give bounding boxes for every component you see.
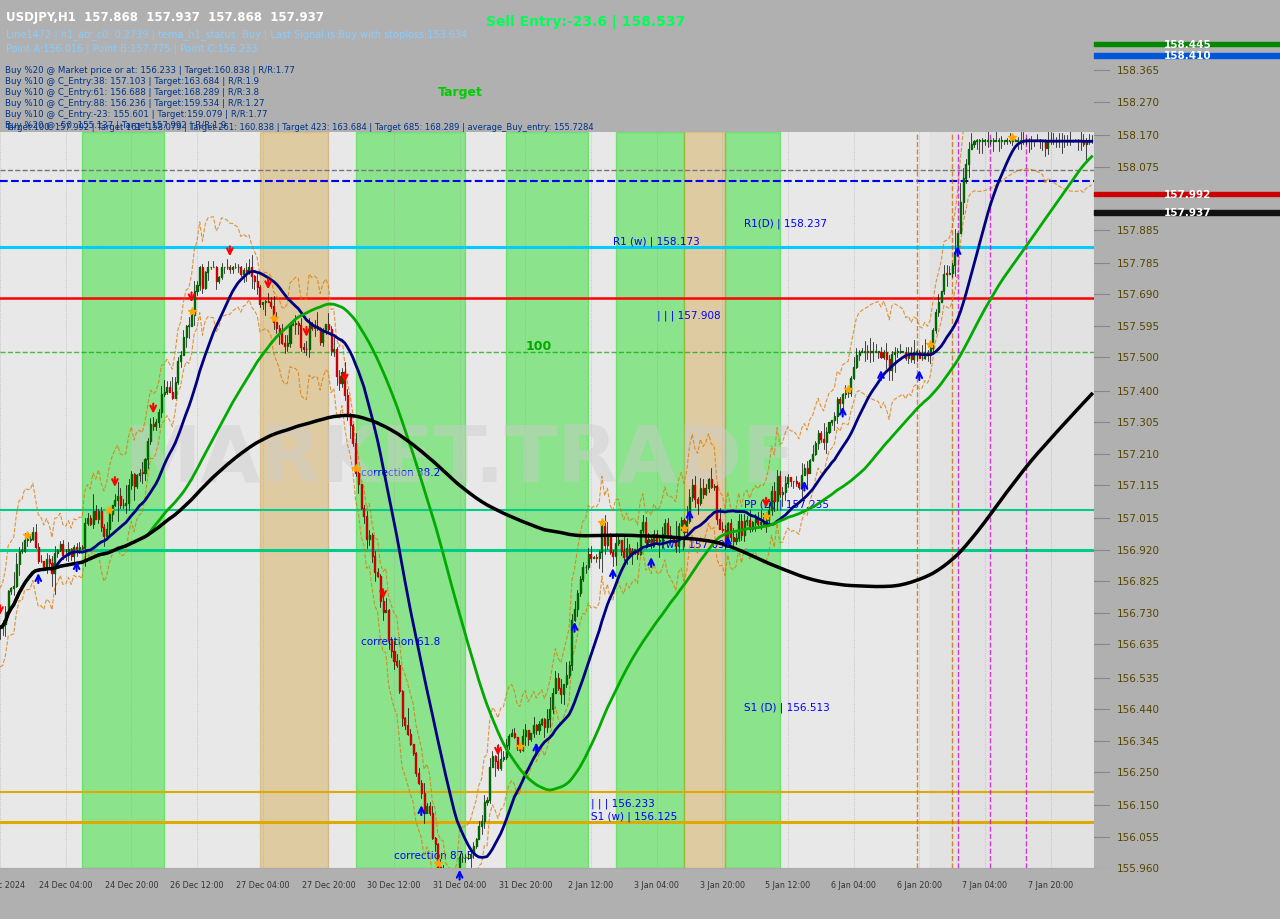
Text: 26 Dec 12:00: 26 Dec 12:00 xyxy=(170,880,224,889)
Text: 158.365: 158.365 xyxy=(1116,66,1160,76)
Text: 31 Dec 20:00: 31 Dec 20:00 xyxy=(499,880,552,889)
Text: 2 Jan 12:00: 2 Jan 12:00 xyxy=(568,880,613,889)
Bar xyxy=(724,133,780,868)
Text: 157.690: 157.690 xyxy=(1116,290,1160,300)
Text: Buy %10 @ C_Entry:-23: 155.601 | Target:159.079 | R/R:1.77: Buy %10 @ C_Entry:-23: 155.601 | Target:… xyxy=(5,109,268,119)
Text: 157.210: 157.210 xyxy=(1116,449,1160,460)
Text: 156.250: 156.250 xyxy=(1116,767,1160,777)
Text: 156.055: 156.055 xyxy=(1116,832,1160,842)
Text: Buy %20 @ -50: 155.137 | Target:157.992 | R/R:1.9: Buy %20 @ -50: 155.137 | Target:157.992 … xyxy=(5,120,227,130)
Text: Buy %10 @ C_Entry:38: 157.103 | Target:163.684 | R/R:1.9: Buy %10 @ C_Entry:38: 157.103 | Target:1… xyxy=(5,76,260,85)
Text: USDJPY,H1  157.868  157.937  157.868  157.937: USDJPY,H1 157.868 157.937 157.868 157.93… xyxy=(6,11,324,24)
Text: correction 61.8: correction 61.8 xyxy=(361,636,440,646)
Text: 158.075: 158.075 xyxy=(1116,163,1160,173)
Text: 157.115: 157.115 xyxy=(1116,481,1160,491)
Text: 156.150: 156.150 xyxy=(1116,800,1160,811)
Text: 158.270: 158.270 xyxy=(1116,97,1160,108)
Text: 156.920: 156.920 xyxy=(1116,545,1160,555)
Bar xyxy=(684,133,724,868)
Text: 157.015: 157.015 xyxy=(1116,514,1160,524)
Text: Point A:156.016 | Point B:157.775 | Point C:156.233: Point A:156.016 | Point B:157.775 | Poin… xyxy=(6,43,257,53)
Bar xyxy=(260,133,329,868)
Text: 156.635: 156.635 xyxy=(1116,640,1160,650)
Text: R1(D) | 158.237: R1(D) | 158.237 xyxy=(744,218,827,229)
Text: PP (D) | 157.235: PP (D) | 157.235 xyxy=(744,499,829,509)
Text: Target: Target xyxy=(438,86,483,99)
Text: 24 Dec 04:00: 24 Dec 04:00 xyxy=(38,880,92,889)
Text: | | | 157.908: | | | 157.908 xyxy=(657,310,721,321)
Text: 156.730: 156.730 xyxy=(1116,608,1160,618)
Text: 155.960: 155.960 xyxy=(1116,864,1160,873)
Text: Buy %20 @ Market price or at: 156.233 | Target:160.838 | R/R:1.77: Buy %20 @ Market price or at: 156.233 | … xyxy=(5,65,296,74)
Text: correction 87.5: correction 87.5 xyxy=(394,850,474,860)
Text: Target:100: 157.992 | Target 161: 158.079 | Target 261: 160.838 | Target 423: 16: Target:100: 157.992 | Target 161: 158.07… xyxy=(5,123,594,131)
Text: 30 Dec 12:00: 30 Dec 12:00 xyxy=(367,880,421,889)
Text: Buy %10 @ C_Entry:88: 156.236 | Target:159.534 | R/R:1.27: Buy %10 @ C_Entry:88: 156.236 | Target:1… xyxy=(5,98,265,108)
Text: 156.345: 156.345 xyxy=(1116,736,1160,746)
Text: 156.440: 156.440 xyxy=(1116,704,1160,714)
Text: Buy %10 @ C_Entry:61: 156.688 | Target:168.289 | R/R:3.8: Buy %10 @ C_Entry:61: 156.688 | Target:1… xyxy=(5,87,260,96)
Text: 3 Jan 04:00: 3 Jan 04:00 xyxy=(634,880,680,889)
Text: 157.937: 157.937 xyxy=(1164,208,1211,218)
Text: R1 (w) | 158.173: R1 (w) | 158.173 xyxy=(613,236,700,246)
Text: 157.400: 157.400 xyxy=(1116,386,1160,396)
Text: PP (w) | 157.095: PP (w) | 157.095 xyxy=(645,539,731,550)
Bar xyxy=(616,133,684,868)
Text: 157.785: 157.785 xyxy=(1116,258,1160,268)
Text: S1 (w) | 156.125: S1 (w) | 156.125 xyxy=(591,811,677,822)
Text: 27 Dec 04:00: 27 Dec 04:00 xyxy=(236,880,289,889)
Text: 6 Jan 20:00: 6 Jan 20:00 xyxy=(897,880,942,889)
Text: Line1472 | h1_atr_c0: 0.2739 | tema_h1_status: Buy | Last Signal is:Buy with sto: Line1472 | h1_atr_c0: 0.2739 | tema_h1_s… xyxy=(6,28,467,40)
Text: 6 Jan 04:00: 6 Jan 04:00 xyxy=(831,880,876,889)
Text: 156.825: 156.825 xyxy=(1116,577,1160,586)
Text: S1 (D) | 156.513: S1 (D) | 156.513 xyxy=(744,702,829,712)
Text: 3 Jan 20:00: 3 Jan 20:00 xyxy=(700,880,745,889)
Text: 5 Jan 12:00: 5 Jan 12:00 xyxy=(765,880,810,889)
Text: 158.445: 158.445 xyxy=(1164,40,1211,50)
Text: 24 Dec 20:00: 24 Dec 20:00 xyxy=(105,880,157,889)
Text: 100: 100 xyxy=(525,339,552,352)
Bar xyxy=(1094,193,1280,197)
Text: 157.500: 157.500 xyxy=(1116,353,1160,363)
Text: 23 Dec 2024: 23 Dec 2024 xyxy=(0,880,26,889)
Text: 157.992: 157.992 xyxy=(1164,190,1211,200)
Text: Sell Entry:-23.6 | 158.537: Sell Entry:-23.6 | 158.537 xyxy=(486,15,686,28)
Text: MARKET.TRADE: MARKET.TRADE xyxy=(124,421,796,497)
Bar xyxy=(931,133,1094,868)
Bar xyxy=(1094,211,1280,215)
Text: 7 Jan 20:00: 7 Jan 20:00 xyxy=(1028,880,1073,889)
Bar xyxy=(356,133,465,868)
Text: | | | 156.233: | | | 156.233 xyxy=(591,798,655,809)
Text: 158.170: 158.170 xyxy=(1116,130,1160,141)
Bar xyxy=(1094,42,1280,47)
Text: 158.410: 158.410 xyxy=(1164,51,1211,62)
Text: 7 Jan 04:00: 7 Jan 04:00 xyxy=(963,880,1007,889)
Text: correction 38.2: correction 38.2 xyxy=(361,468,440,478)
Text: 156.535: 156.535 xyxy=(1116,673,1160,683)
Text: 27 Dec 20:00: 27 Dec 20:00 xyxy=(302,880,355,889)
Bar xyxy=(506,133,589,868)
Text: 31 Dec 04:00: 31 Dec 04:00 xyxy=(433,880,486,889)
Text: 157.885: 157.885 xyxy=(1116,225,1160,235)
Bar xyxy=(82,133,164,868)
Text: 157.595: 157.595 xyxy=(1116,322,1160,332)
Text: 157.305: 157.305 xyxy=(1116,417,1160,427)
Bar xyxy=(1094,54,1280,59)
